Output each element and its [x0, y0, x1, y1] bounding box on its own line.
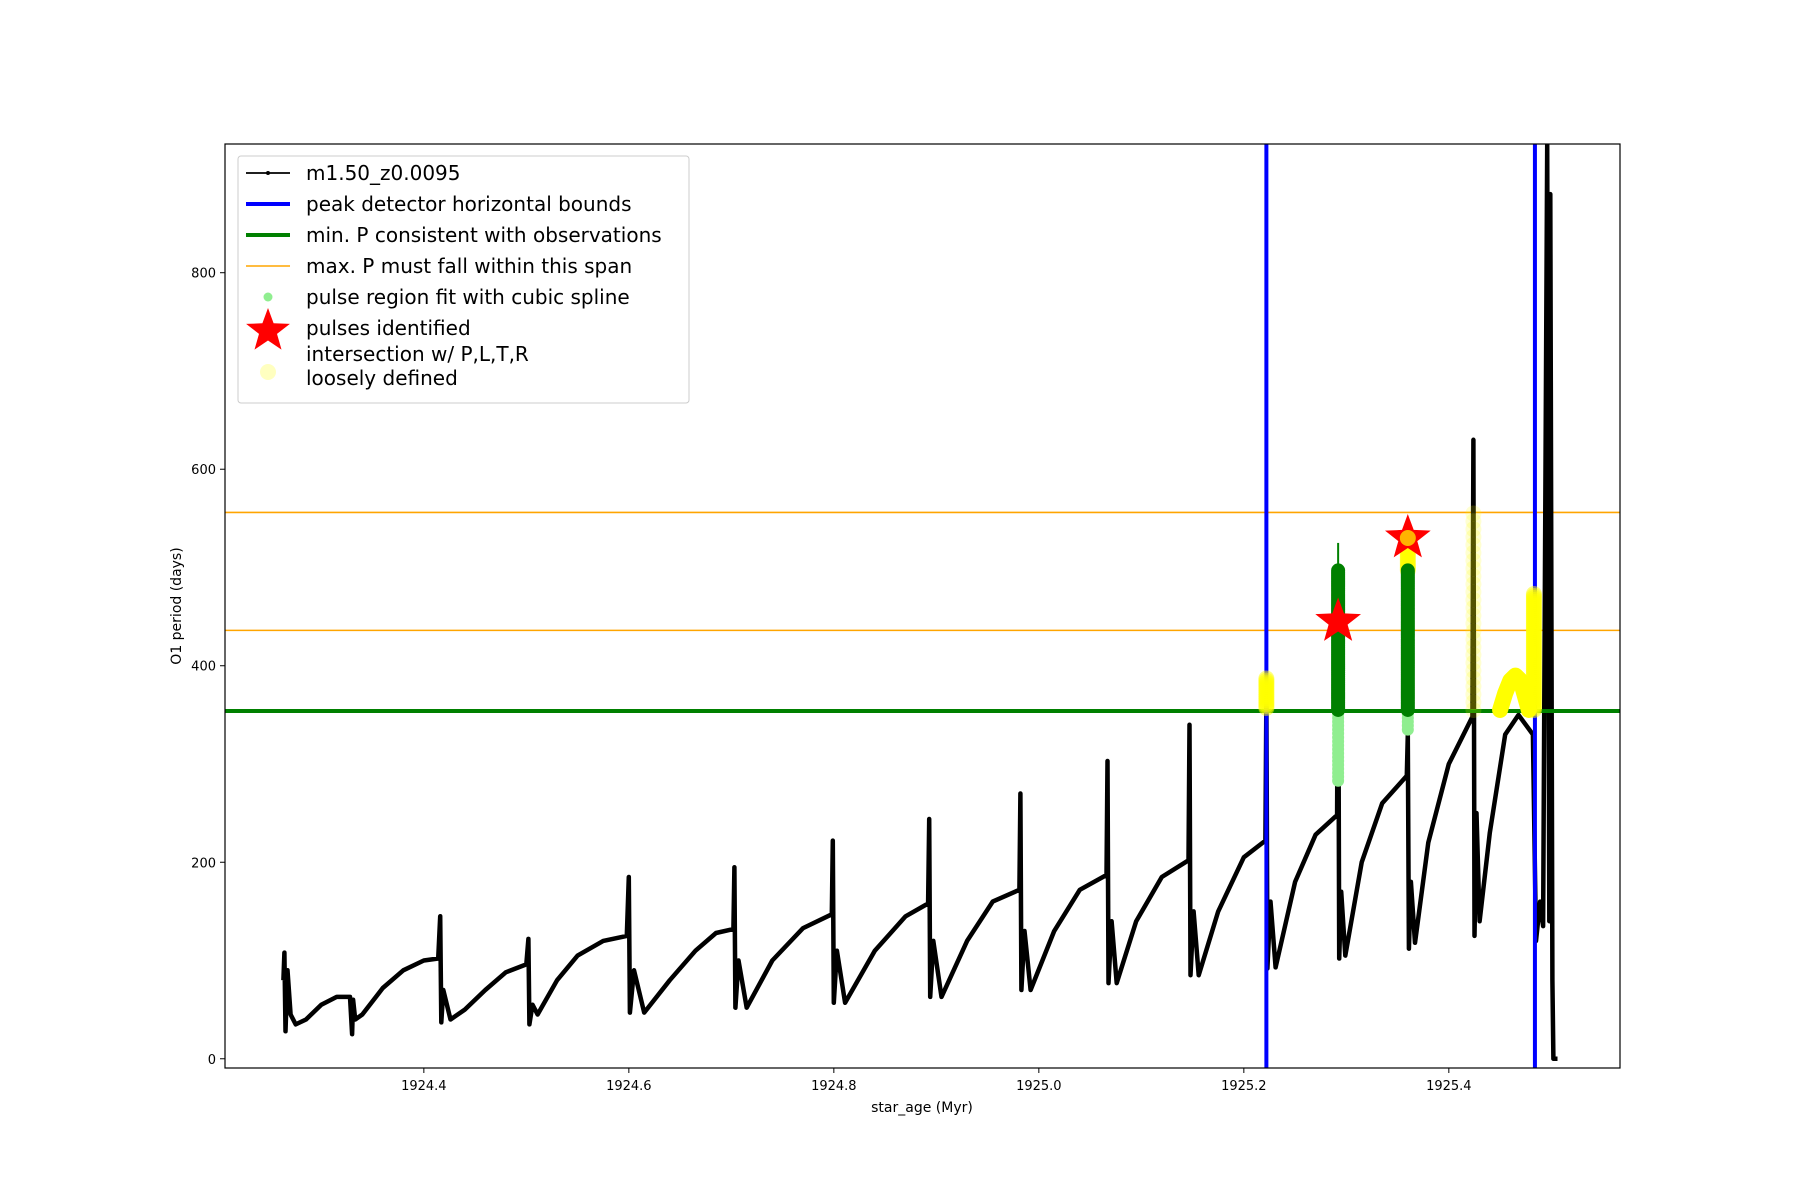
loose-point [1465, 607, 1482, 624]
legend-label-line: pulses identified [306, 316, 471, 340]
legend-label: min. P consistent with observations [306, 223, 662, 247]
loose-point [1465, 678, 1482, 695]
legend-label-line: pulse region fit with cubic spline [306, 285, 630, 309]
x-tick-label: 1924.4 [401, 1079, 447, 1094]
loose-point [1465, 560, 1482, 577]
loose-point [1465, 701, 1482, 718]
legend-dot-icon [260, 364, 276, 380]
legend-label-line: min. P consistent with observations [306, 223, 662, 247]
loose-point [1465, 544, 1482, 561]
y-axis-label: O1 period (days) [169, 547, 185, 664]
x-tick-label: 1925.0 [1016, 1079, 1062, 1094]
x-tick-label: 1924.8 [811, 1079, 857, 1094]
y-tick-label: 400 [191, 660, 216, 675]
loose-point [1465, 529, 1482, 546]
loose-point [1465, 670, 1482, 687]
axes-frame [224, 143, 1621, 1069]
plot-area [225, 144, 1620, 1068]
loose-point [1465, 584, 1482, 601]
legend-label: m1.50_z0.0095 [306, 161, 461, 185]
loose-point [1465, 623, 1482, 640]
loose-point [1258, 670, 1275, 687]
legend-label: pulse region fit with cubic spline [306, 285, 630, 309]
loose-point [1465, 654, 1482, 671]
loose-point [1465, 631, 1482, 648]
loose-point [1465, 505, 1482, 522]
legend-label-line: loosely defined [306, 366, 458, 390]
loose-point [1525, 586, 1542, 603]
spline-point [1400, 563, 1415, 578]
loose-column-2 [1465, 505, 1482, 718]
legend-dot-icon [263, 292, 273, 302]
loose-point [1465, 686, 1482, 703]
x-tick-label: 1924.6 [606, 1079, 652, 1094]
y-tick-label: 200 [191, 856, 216, 871]
loose-point [1465, 662, 1482, 679]
loose-point [1465, 576, 1482, 593]
loose-point-on-star [1399, 530, 1416, 547]
loose-curve [1492, 667, 1537, 718]
legend-star-icon [246, 308, 290, 350]
loose-point [1465, 639, 1482, 656]
spline-column-3 [1400, 563, 1415, 717]
y-tick-label: 800 [191, 267, 216, 282]
legend-label: pulses identified [306, 316, 471, 340]
legend-label-line: max. P must fall within this span [306, 254, 632, 278]
legend-label: max. P must fall within this span [306, 254, 632, 278]
loose-point [1465, 646, 1482, 663]
x-tick-label: 1925.4 [1426, 1079, 1472, 1094]
spline-column-0 [1332, 703, 1345, 787]
loose-point [1465, 615, 1482, 632]
legend-label: peak detector horizontal bounds [306, 192, 632, 216]
loose-point [1465, 513, 1482, 530]
legend-label-line: m1.50_z0.0095 [306, 161, 461, 185]
legend-label-line: intersection w/ P,L,T,R [306, 342, 529, 366]
y-tick-label: 600 [191, 463, 216, 478]
model-series-line [281, 144, 1558, 1062]
loose-point [1465, 591, 1482, 608]
loose-point [1465, 599, 1482, 616]
y-tick-label: 0 [208, 1053, 216, 1068]
legend-label-line: peak detector horizontal bounds [306, 192, 632, 216]
pulse-star-0 [1315, 597, 1361, 641]
loose-column-0 [1258, 670, 1275, 716]
x-tick-label: 1925.2 [1221, 1079, 1267, 1094]
legend-marker-icon [266, 171, 270, 175]
spline-column-1 [1331, 563, 1346, 717]
axis-ticks: 1924.4 1924.6 1924.8 1925.0 1925.2 1925.4 0 200… [191, 267, 1471, 1094]
legend-label: intersection w/ P,L,T,R loosely defined [306, 342, 529, 390]
loose-point [1465, 568, 1482, 585]
legend-box [237, 155, 690, 404]
x-axis-label: star_age (Myr) [871, 1100, 973, 1116]
loose-point [1465, 536, 1482, 553]
loose-point [1465, 694, 1482, 711]
loose-point [1465, 521, 1482, 538]
loose-point [1465, 552, 1482, 569]
